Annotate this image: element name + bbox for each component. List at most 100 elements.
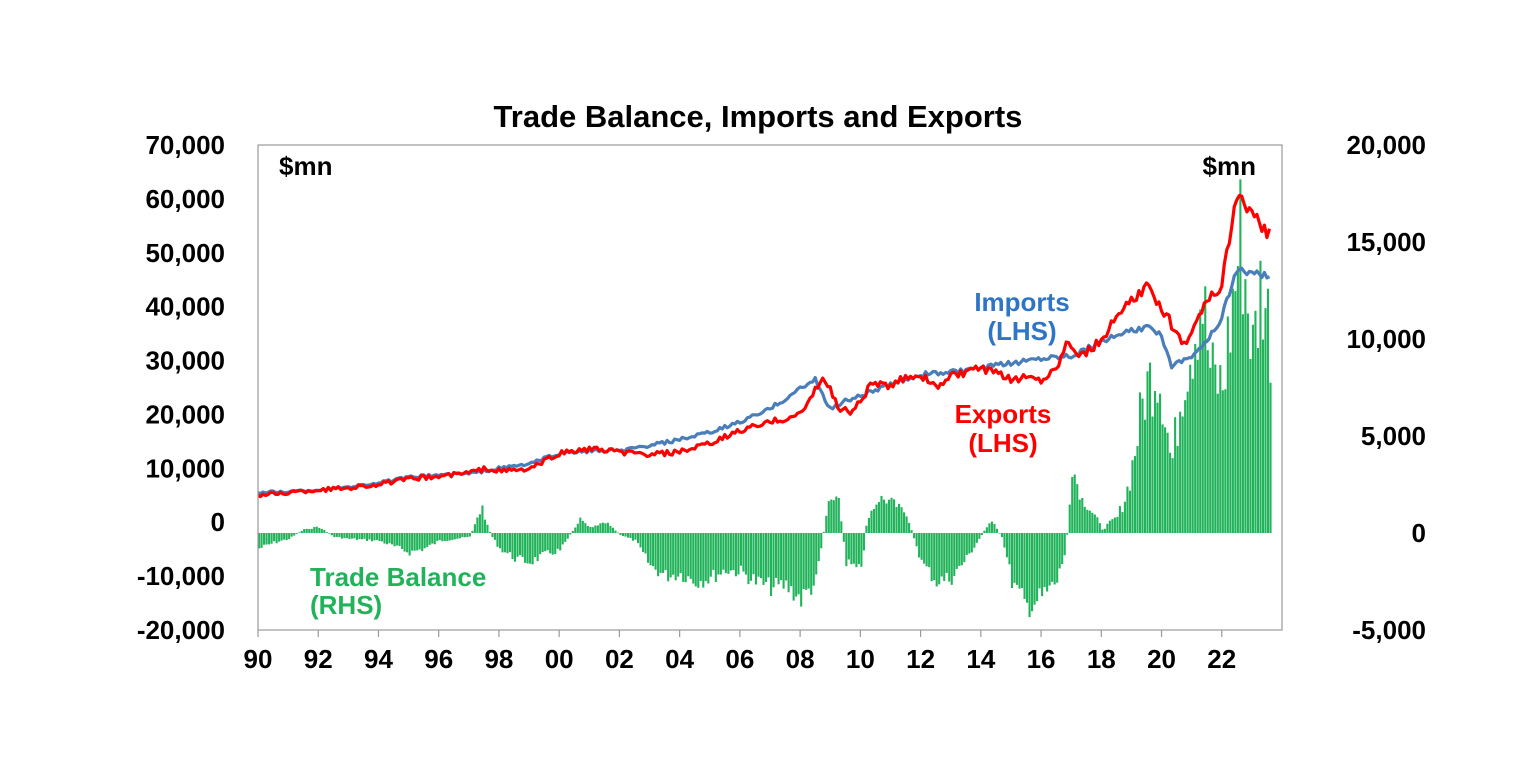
trade-balance-bar <box>1041 533 1044 597</box>
x-tick-label: 04 <box>665 644 694 674</box>
trade-balance-bar <box>815 533 818 575</box>
exports-line <box>257 193 1272 499</box>
left-tick-label: 20,000 <box>145 399 225 429</box>
trade-balance-bar <box>1199 309 1202 533</box>
trade-balance-bar <box>679 533 682 574</box>
trade-balance-bar <box>478 514 481 533</box>
x-tick-label: 00 <box>545 644 574 674</box>
trade-balance-bar <box>1098 523 1101 533</box>
trade-balance-bar <box>1023 533 1026 599</box>
trade-balance-bar <box>519 533 522 556</box>
trade-balance-bar <box>493 533 497 540</box>
trade-balance-bar <box>350 533 353 539</box>
trade-balance-bar <box>1261 339 1265 533</box>
trade-balance-bar <box>503 533 507 553</box>
line-series <box>257 193 1272 499</box>
trade-balance-bar <box>1166 432 1169 533</box>
trade-balance-bar <box>431 533 434 544</box>
trade-balance-bar <box>1266 288 1270 533</box>
trade-balance-bar <box>1211 342 1214 533</box>
trade-balance-bar <box>978 533 981 539</box>
trade-balance-bar <box>1033 533 1036 605</box>
trade-balance-bar <box>436 533 439 541</box>
trade-balance-bar <box>626 533 630 538</box>
trade-balance-bar <box>642 533 645 552</box>
trade-balance-bar <box>328 533 331 534</box>
trade-balance-bar <box>647 533 650 563</box>
trade-balance-bar <box>398 533 401 547</box>
imports-label-axis: (LHS) <box>987 316 1056 346</box>
trade-balance-bar <box>1118 506 1121 533</box>
trade-balance-bar <box>892 499 896 533</box>
trade-balance-bar <box>360 533 364 540</box>
x-tick-label: 22 <box>1207 644 1236 674</box>
trade-balance-bar <box>855 533 858 568</box>
trade-balance-bar <box>335 533 338 537</box>
trade-balance-bar <box>554 533 557 555</box>
trade-balance-bar <box>468 533 471 537</box>
trade-balance-bar <box>569 533 572 535</box>
trade-balance-bar <box>719 533 722 575</box>
trade-balance-bar <box>1143 419 1147 533</box>
trade-balance-bar <box>609 526 612 533</box>
trade-balance-bar <box>293 533 296 536</box>
trade-balance-bar <box>687 533 690 577</box>
trade-balance-bar <box>993 523 996 533</box>
trade-balance-bar <box>820 533 823 549</box>
trade-balance-bar <box>408 533 411 556</box>
trade-balance-bar <box>998 533 1001 534</box>
trade-balance-bar <box>310 528 313 533</box>
trade-balance-bar <box>1058 533 1061 569</box>
trade-balance-bar <box>421 533 424 552</box>
trade-balance-bar <box>802 533 805 589</box>
trade-balance-bar <box>1010 533 1014 589</box>
trade-balance-bar <box>473 524 476 533</box>
trade-balance-bar <box>579 517 582 533</box>
trade-balance-bar <box>441 533 444 542</box>
trade-balance-bar <box>574 527 577 533</box>
trade-balance-bar <box>983 530 986 533</box>
trade-balance-bar <box>822 531 825 533</box>
trade-balance-bar <box>898 503 901 533</box>
trade-balance-bar <box>451 533 454 540</box>
trade-balance-bar <box>1063 533 1066 556</box>
trade-balance-bar <box>285 533 288 541</box>
trade-balance-bar <box>825 515 828 533</box>
trade-balance-bar <box>433 533 436 545</box>
trade-balance-bar <box>1246 313 1249 533</box>
trade-balance-bar <box>616 532 620 534</box>
trade-balance-bar <box>1174 417 1177 533</box>
trade-balance-bar <box>780 533 783 581</box>
trade-balance-bar <box>644 533 647 554</box>
trade-balance-bar <box>358 533 361 540</box>
trade-balance-bar <box>847 533 850 560</box>
trade-balance-bar <box>885 503 888 533</box>
trade-balance-bar <box>742 533 745 572</box>
trade-balance-bar <box>401 533 404 549</box>
left-unit-label: $mn <box>279 151 332 181</box>
trade-balance-bar <box>737 533 740 575</box>
trade-balance-bar <box>862 533 865 551</box>
trade-balance-bar <box>918 533 921 558</box>
trade-balance-bar <box>278 533 281 542</box>
trade-balance-bar <box>273 533 276 542</box>
trade-balance-bar <box>1076 484 1079 533</box>
trade-balance-bar <box>1244 279 1247 533</box>
trade-balance-bar <box>790 533 793 587</box>
trade-balance-bar <box>1053 533 1056 585</box>
trade-balance-bar <box>508 533 512 553</box>
trade-balance-bar <box>486 524 489 533</box>
trade-balance-bar <box>955 533 958 569</box>
x-tick-label: 14 <box>966 644 995 674</box>
trade-balance-label: Trade Balance <box>310 562 486 592</box>
x-tick-label: 96 <box>424 644 453 674</box>
trade-balance-bar <box>566 533 569 539</box>
trade-balance-bar <box>355 533 358 540</box>
trade-balance-bar <box>1148 362 1152 533</box>
trade-balance-bar <box>1191 378 1194 533</box>
trade-balance-bar <box>260 533 263 548</box>
trade-balance-bar <box>393 533 396 547</box>
plot-area-frame <box>257 144 1283 631</box>
trade-balance-bar <box>970 533 973 553</box>
trade-balance-bar <box>456 533 459 539</box>
